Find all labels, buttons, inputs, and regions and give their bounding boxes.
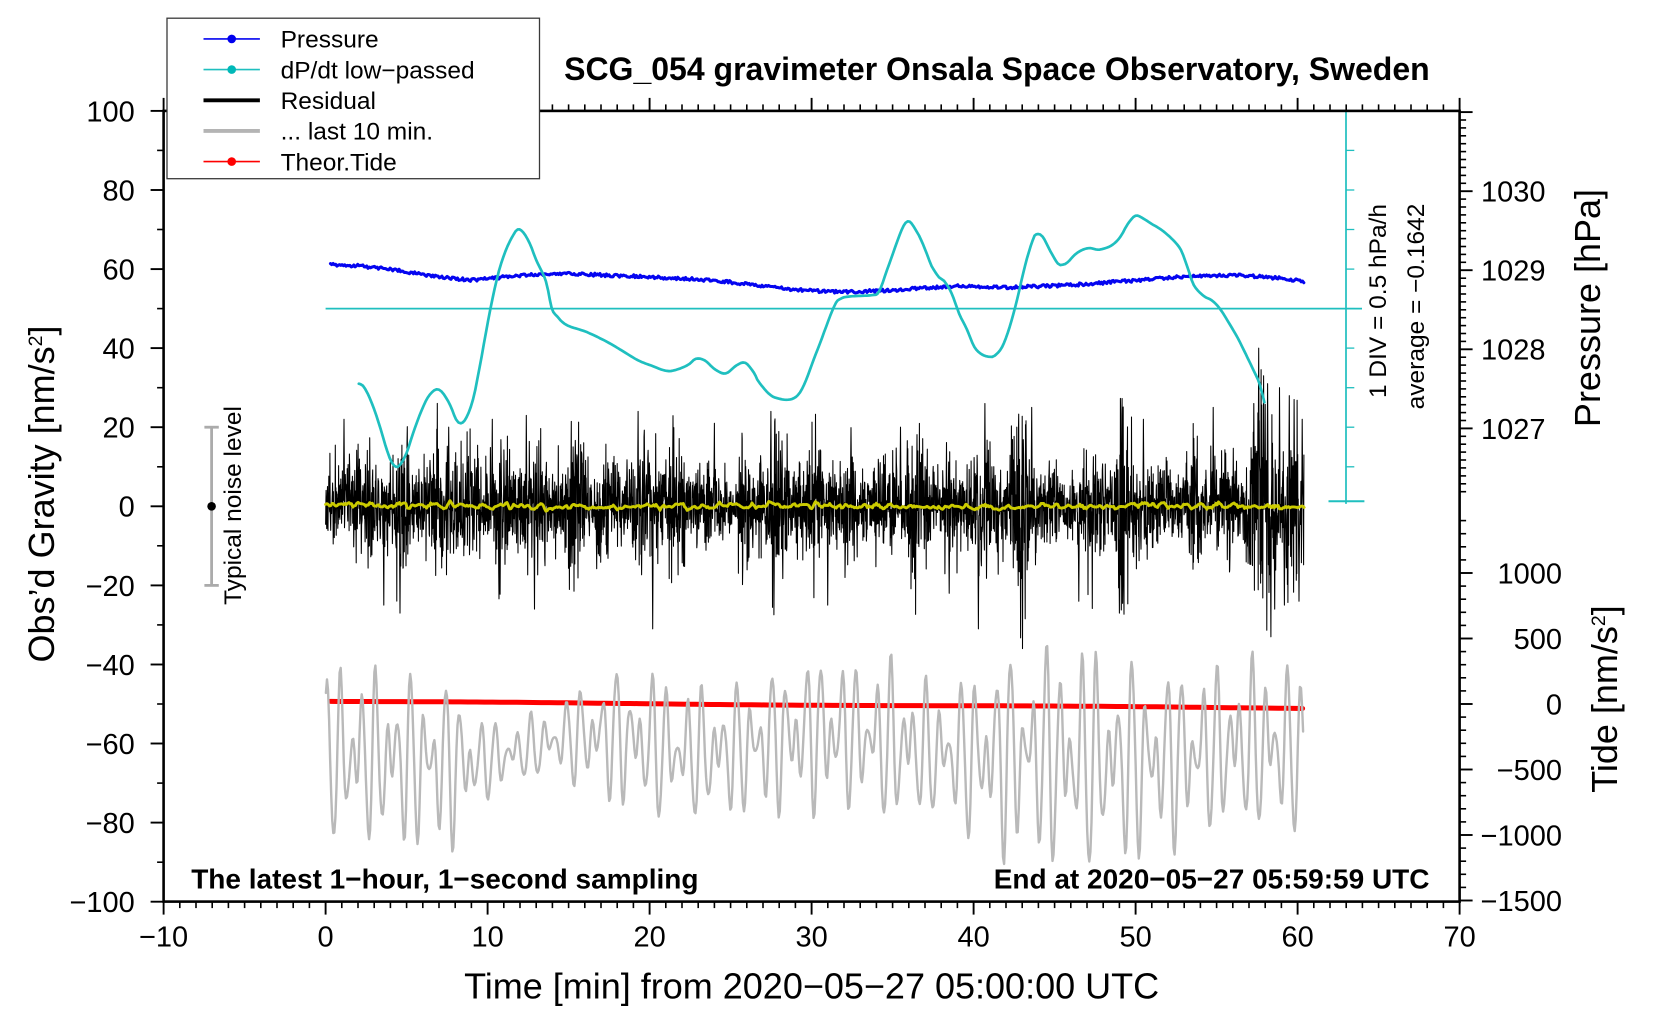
svg-text:60: 60: [1281, 922, 1313, 954]
svg-text:1028: 1028: [1481, 335, 1546, 367]
svg-text:80: 80: [103, 175, 135, 207]
svg-text:500: 500: [1514, 624, 1562, 656]
svg-text:0: 0: [1546, 689, 1562, 721]
svg-text:−80: −80: [86, 808, 135, 840]
svg-text:50: 50: [1119, 922, 1151, 954]
svg-text:−40: −40: [86, 650, 135, 682]
svg-text:1027: 1027: [1481, 414, 1546, 446]
svg-text:1029: 1029: [1481, 256, 1546, 288]
svg-text:70: 70: [1443, 922, 1475, 954]
svg-text:Tide [nm/s2]: Tide [nm/s2]: [1584, 605, 1625, 793]
svg-text:... last 10 min.: ... last 10 min.: [281, 119, 434, 146]
svg-text:Theor.Tide: Theor.Tide: [281, 149, 397, 176]
svg-text:Typical noise level: Typical noise level: [220, 406, 247, 605]
svg-text:0: 0: [119, 492, 135, 524]
svg-text:Residual: Residual: [281, 88, 376, 115]
svg-text:−60: −60: [86, 729, 135, 761]
svg-text:−20: −20: [86, 571, 135, 603]
svg-text:average = −0.1642: average = −0.1642: [1403, 204, 1430, 410]
svg-text:−100: −100: [69, 887, 134, 919]
svg-text:Obs’d Gravity [nm/s2]: Obs’d Gravity [nm/s2]: [21, 326, 62, 663]
svg-text:10: 10: [471, 922, 503, 954]
svg-text:dP/dt low−passed: dP/dt low−passed: [281, 57, 475, 84]
svg-text:Time [min] from 2020−05−27 05:: Time [min] from 2020−05−27 05:00:00 UTC: [464, 966, 1159, 1007]
svg-text:60: 60: [103, 255, 135, 287]
svg-text:40: 40: [103, 334, 135, 366]
svg-text:40: 40: [957, 922, 989, 954]
svg-text:0: 0: [318, 922, 334, 954]
svg-text:20: 20: [633, 922, 665, 954]
svg-text:1030: 1030: [1481, 177, 1546, 209]
svg-text:End at 2020−05−27 05:59:59 UTC: End at 2020−05−27 05:59:59 UTC: [994, 864, 1430, 895]
svg-text:Pressure [hPa]: Pressure [hPa]: [1567, 189, 1608, 427]
svg-text:The latest 1−hour, 1−second sa: The latest 1−hour, 1−second sampling: [191, 864, 698, 895]
svg-text:100: 100: [86, 96, 134, 128]
svg-text:1 DIV = 0.5 hPa/h: 1 DIV = 0.5 hPa/h: [1365, 204, 1392, 398]
svg-text:SCG_054 gravimeter Onsala Spac: SCG_054 gravimeter Onsala Space Observat…: [564, 51, 1430, 87]
svg-text:20: 20: [103, 413, 135, 445]
svg-text:−1000: −1000: [1481, 820, 1562, 852]
svg-text:−10: −10: [139, 922, 188, 954]
svg-text:−1500: −1500: [1481, 886, 1562, 918]
svg-text:−500: −500: [1497, 755, 1562, 787]
svg-text:30: 30: [795, 922, 827, 954]
svg-text:1000: 1000: [1497, 558, 1562, 590]
svg-text:Pressure: Pressure: [281, 27, 379, 54]
